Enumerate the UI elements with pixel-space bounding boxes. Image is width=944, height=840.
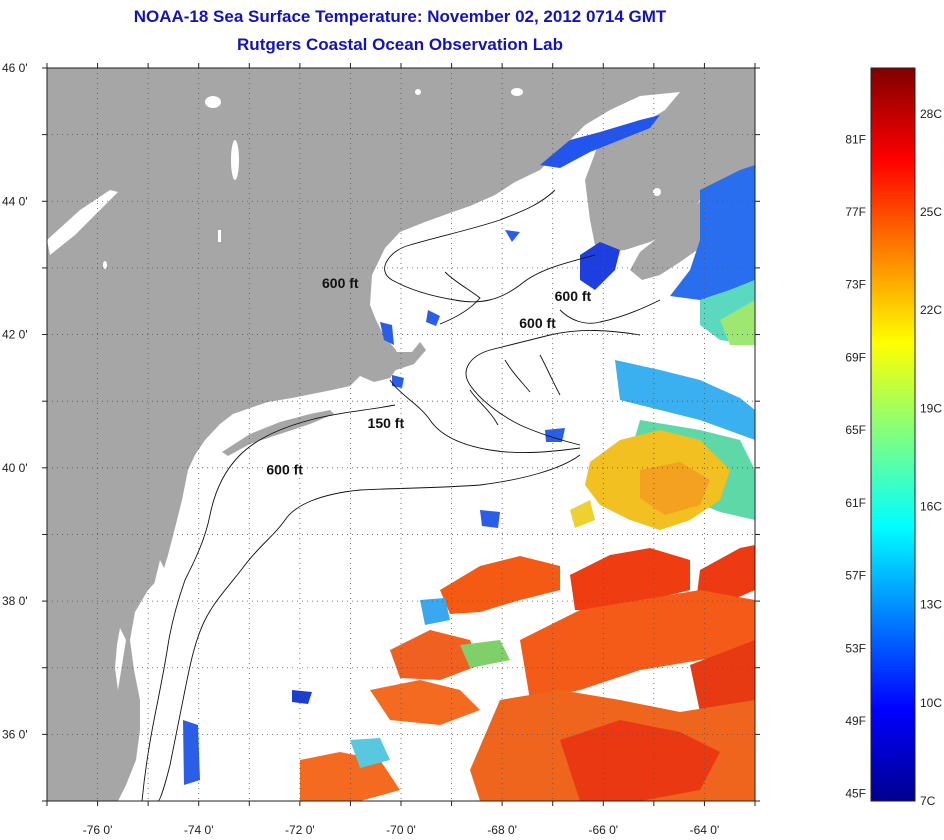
colorbar-celsius-label: 16C xyxy=(920,499,942,513)
colorbar-celsius-label: 28C xyxy=(920,107,942,121)
lat-tick-label: 38 0' xyxy=(2,594,28,608)
lat-tick-label: 40 0' xyxy=(2,461,28,475)
colorbar-fahrenheit-label: 49F xyxy=(845,714,866,728)
lat-tick-label: 36 0' xyxy=(2,727,28,741)
bathymetry-contours xyxy=(141,189,661,801)
colorbar-labels: 28C 25C 22C 19C 16C 13C 10C 7C 81F 77F 73F 69F 65F 61… xyxy=(845,107,942,808)
lat-tick-label: 42 0' xyxy=(2,328,28,342)
colorbar-celsius-label: 25C xyxy=(920,205,942,219)
lon-tick-label: -74 0' xyxy=(184,823,214,837)
colorbar xyxy=(870,67,916,802)
contour-label: 600 ft xyxy=(266,461,303,477)
colorbar-fahrenheit-label: 65F xyxy=(845,423,866,437)
lon-tick-label: -76 0' xyxy=(83,823,113,837)
contour-label: 150 ft xyxy=(368,415,405,431)
lon-tick-label: -72 0' xyxy=(285,823,315,837)
colorbar-fahrenheit-label: 57F xyxy=(845,569,866,583)
colorbar-celsius-label: 19C xyxy=(920,401,942,415)
map-axes: -76 0' -74 0' -72 0' -70 0' -68 0' -66 0' -64 … xyxy=(2,61,760,837)
colorbar-celsius-label: 13C xyxy=(920,598,942,612)
lon-tick-label: -68 0' xyxy=(487,823,517,837)
land-nova-scotia xyxy=(630,140,755,280)
lon-tick-label: -66 0' xyxy=(588,823,618,837)
contour-label: 600 ft xyxy=(555,288,592,304)
contour-labels: 600 ft 600 ft 600 ft 150 ft 600 ft xyxy=(266,275,591,478)
colorbar-celsius-label: 10C xyxy=(920,696,942,710)
inland-lakes xyxy=(47,88,661,690)
lat-tick-label: 44 0' xyxy=(2,194,28,208)
land-cape-cod xyxy=(372,342,426,372)
colorbar-celsius-label: 7C xyxy=(920,794,936,808)
colorbar-fahrenheit-label: 61F xyxy=(845,496,866,510)
colorbar-fahrenheit-label: 73F xyxy=(845,278,866,292)
colorbar-fahrenheit-label: 81F xyxy=(845,132,866,146)
map-subtitle: Rutgers Coastal Ocean Observation Lab xyxy=(237,35,563,54)
contour-label: 600 ft xyxy=(519,315,556,331)
lat-tick-label: 46 0' xyxy=(2,61,28,75)
lon-tick-label: -64 0' xyxy=(690,823,720,837)
sst-data-patches xyxy=(183,115,755,801)
lat-lon-grid xyxy=(47,68,755,801)
colorbar-celsius-label: 22C xyxy=(920,303,942,317)
map-title: NOAA-18 Sea Surface Temperature: Novembe… xyxy=(133,7,667,26)
land-us-mainland xyxy=(47,68,755,801)
contour-label: 600 ft xyxy=(322,275,359,291)
colorbar-fahrenheit-label: 53F xyxy=(845,641,866,655)
colorbar-fahrenheit-label: 77F xyxy=(845,205,866,219)
colorbar-fahrenheit-label: 69F xyxy=(845,350,866,364)
colorbar-fahrenheit-label: 45F xyxy=(845,787,866,801)
lon-tick-label: -70 0' xyxy=(386,823,416,837)
